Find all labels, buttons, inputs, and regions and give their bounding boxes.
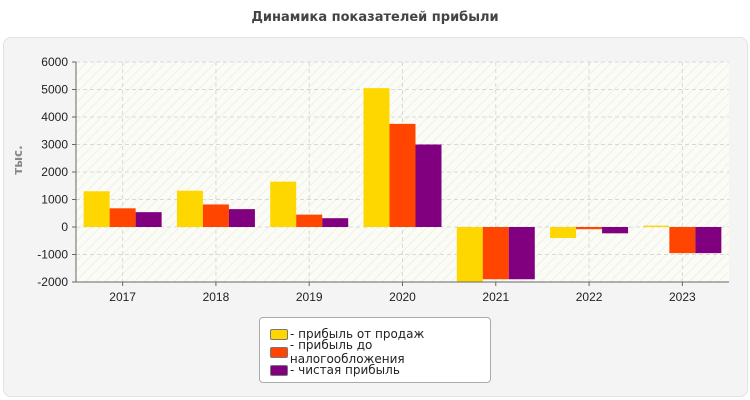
bar — [296, 214, 323, 227]
x-tick-label: 2023 — [669, 290, 696, 304]
bar — [669, 227, 696, 254]
bar — [176, 190, 203, 227]
bar — [202, 204, 229, 227]
legend-label: - прибыль от продаж — [290, 327, 425, 341]
y-tick-label: 6000 — [41, 55, 68, 69]
bar — [695, 227, 722, 254]
legend-swatch — [270, 328, 288, 340]
bar — [482, 227, 509, 280]
x-tick-label: 2018 — [203, 290, 230, 304]
y-tick-label: 0 — [61, 220, 68, 234]
bar — [83, 191, 110, 227]
bar — [602, 227, 629, 234]
bar — [389, 123, 416, 227]
bar — [550, 227, 577, 238]
bar — [322, 218, 349, 227]
y-axis-label: тыс. — [11, 145, 25, 174]
y-tick-label: 4000 — [41, 110, 68, 124]
legend-label: - чистая прибыль — [290, 363, 400, 377]
y-tick-label: -1000 — [37, 248, 68, 262]
bar — [363, 88, 390, 227]
y-tick-label: 5000 — [41, 83, 68, 97]
bar — [643, 225, 670, 227]
x-tick-label: 2017 — [109, 290, 136, 304]
bar — [508, 227, 535, 280]
x-tick-label: 2020 — [389, 290, 416, 304]
bar — [135, 212, 162, 227]
bar — [109, 208, 136, 227]
legend-label: - прибыль до налогообложения — [289, 338, 405, 366]
y-tick-label: 1000 — [41, 193, 68, 207]
legend-swatch — [270, 346, 288, 358]
legend-swatch — [270, 364, 288, 376]
y-tick-label: 3000 — [41, 138, 68, 152]
bar — [228, 209, 255, 227]
bar — [456, 227, 483, 282]
x-tick-label: 2021 — [482, 290, 509, 304]
bar — [415, 144, 442, 227]
legend-item: - прибыль от продаж — [270, 325, 490, 343]
chart-title: Динамика показателей прибыли — [251, 10, 499, 25]
legend: - прибыль от продаж - прибыль до налогоо… — [259, 317, 491, 383]
bar — [576, 227, 603, 230]
bar — [270, 181, 297, 227]
x-tick-label: 2022 — [576, 290, 603, 304]
y-tick-label: 2000 — [41, 165, 68, 179]
legend-item: - прибыль до налогообложения — [270, 338, 490, 366]
y-tick-label: -2000 — [37, 275, 68, 289]
legend-item: - чистая прибыль — [270, 361, 490, 379]
x-tick-label: 2019 — [296, 290, 323, 304]
